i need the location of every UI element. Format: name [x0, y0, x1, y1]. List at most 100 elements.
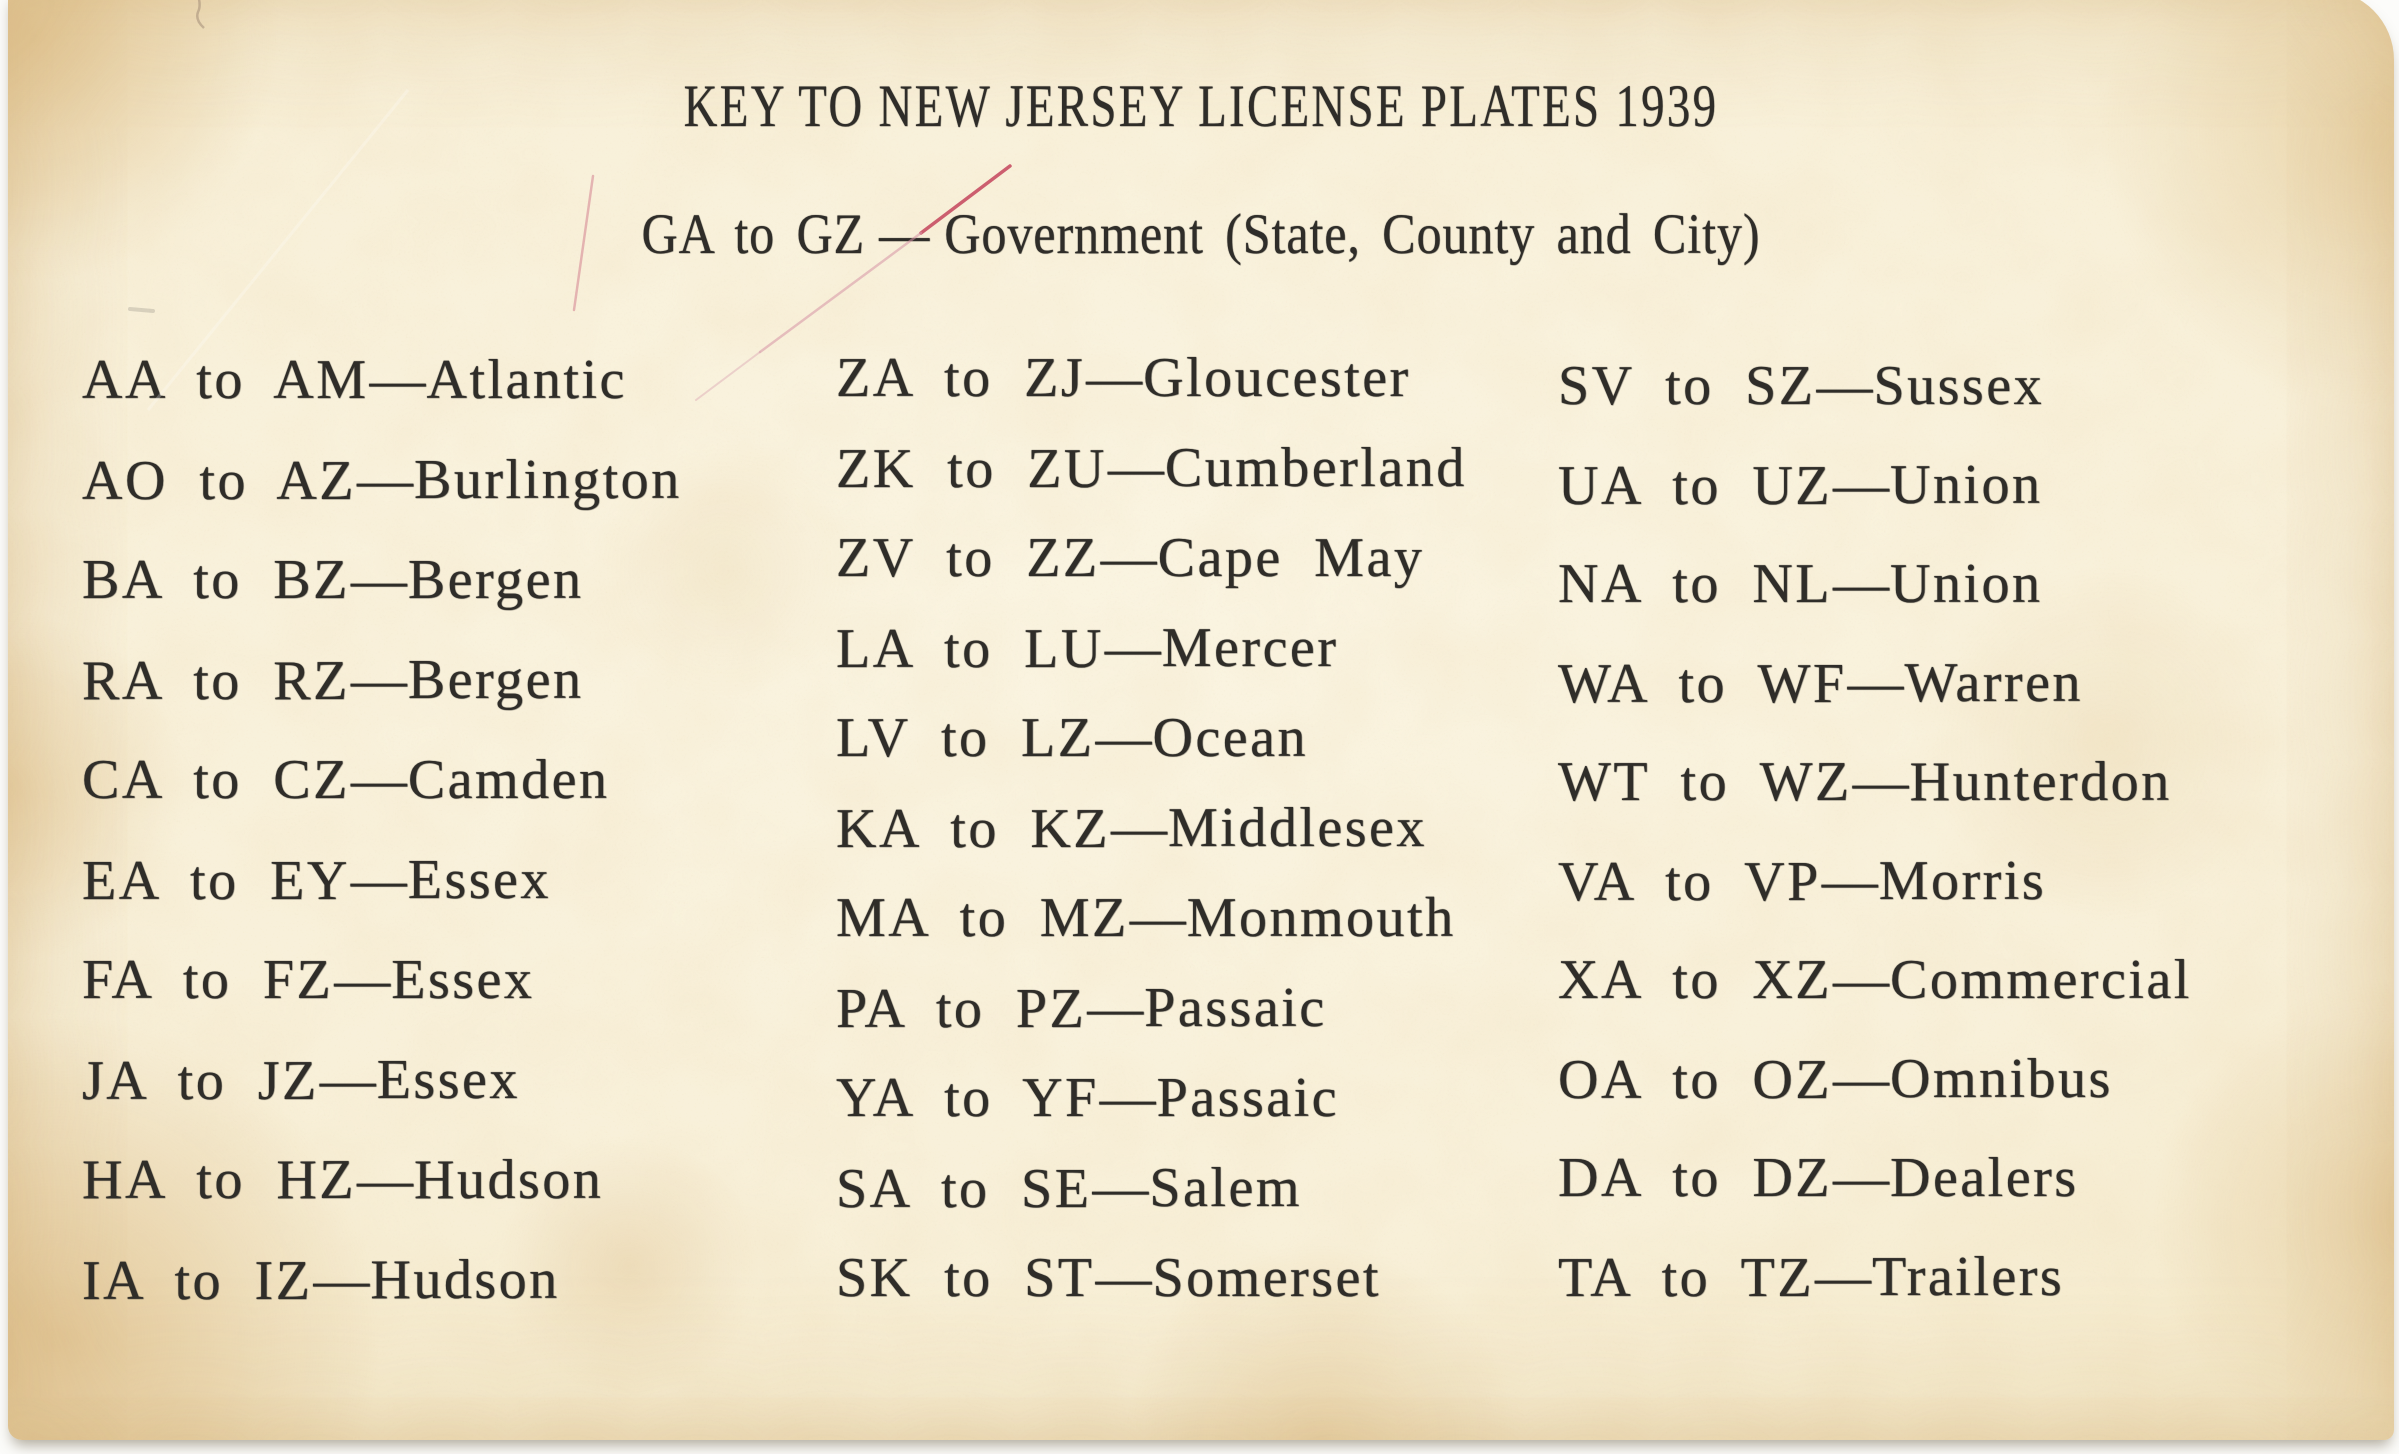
county-name: Essex	[407, 849, 551, 911]
plate-range: AA to AM	[82, 349, 369, 411]
range-dash: —	[1095, 1247, 1152, 1309]
range-dash: —	[319, 1049, 376, 1111]
range-dash: —	[1095, 707, 1152, 769]
plate-range: CA to CZ	[82, 749, 350, 811]
plate-row: IA to IZ—Hudson	[82, 1252, 682, 1352]
county-name: Commercial	[1890, 949, 2192, 1011]
range-dash: —	[350, 649, 407, 711]
plate-range: IA to IZ	[82, 1250, 313, 1312]
plate-row: RA to RZ—Bergen	[82, 652, 682, 752]
plate-row: AO to AZ—Burlington	[82, 452, 682, 552]
county-name: Monmouth	[1186, 887, 1456, 949]
county-name: Bergen	[407, 549, 584, 611]
plate-range: NA to NL	[1558, 553, 1832, 615]
plate-range: YA to YF	[836, 1067, 1099, 1129]
county-name: Union	[1890, 454, 2043, 516]
range-dash: —	[1129, 887, 1186, 949]
county-name: Sussex	[1873, 355, 2045, 417]
plate-range: EA to EY	[82, 850, 350, 912]
plate-row: AA to AM—Atlantic	[82, 352, 682, 452]
plate-range: SK to ST	[836, 1247, 1095, 1309]
county-name: Dealers	[1890, 1147, 2079, 1209]
county-name: Mercer	[1161, 617, 1339, 679]
plate-row: LA to LU—Mercer	[836, 620, 1467, 710]
plate-row: ZK to ZU—Cumberland	[836, 440, 1467, 530]
plate-row: BA to BZ—Bergen	[82, 552, 682, 652]
card-subtitle: GA to GZ — Government (State, County and C…	[151, 202, 2251, 267]
plate-row: PA to PZ—Passaic	[836, 980, 1467, 1070]
subtitle-description: Government (State, County and City)	[944, 203, 1761, 266]
range-dash: —	[334, 949, 391, 1011]
plate-row: MA to MZ—Monmouth	[836, 890, 1467, 980]
county-name: Camden	[407, 749, 610, 811]
plate-range: WA to WF	[1558, 653, 1847, 715]
plate-range: RA to RZ	[82, 650, 350, 712]
range-dash: —	[1107, 437, 1164, 499]
column-1: AA to AM—Atlantic AO to AZ—Burlington BA t…	[82, 352, 682, 1352]
plate-row: YA to YF—Passaic	[836, 1070, 1467, 1160]
plate-range: BA to BZ	[82, 549, 350, 611]
plate-range: ZV to ZZ	[836, 527, 1100, 589]
plate-range: KA to KZ	[836, 798, 1110, 860]
county-name: Cape May	[1157, 527, 1425, 589]
range-dash: —	[357, 449, 413, 511]
range-dash: —	[357, 1149, 413, 1211]
plate-range: VA to VP	[1558, 851, 1821, 913]
county-name: Bergen	[407, 649, 584, 711]
subtitle-dash: —	[879, 203, 931, 266]
plate-row: VA to VP—Morris	[1558, 853, 2192, 952]
red-pen-mark	[695, 351, 761, 401]
plate-row: HA to HZ—Hudson	[82, 1152, 682, 1252]
plate-range: ZK to ZU	[836, 438, 1107, 500]
range-dash: —	[1092, 1157, 1149, 1219]
plate-range: AO to AZ	[82, 450, 356, 512]
plate-row: JA to JZ—Essex	[82, 1052, 682, 1152]
county-name: Hunterdon	[1909, 751, 2172, 813]
plate-row: UA to UZ—Union	[1558, 457, 2192, 556]
range-dash: —	[350, 549, 407, 611]
county-name: Essex	[376, 1049, 520, 1111]
subtitle-range: GA to GZ	[641, 203, 866, 266]
range-dash: —	[1833, 553, 1889, 615]
plate-row: SA to SE—Salem	[836, 1160, 1467, 1250]
range-dash: —	[1833, 1048, 1889, 1110]
county-name: Cumberland	[1164, 437, 1467, 499]
range-dash: —	[1100, 527, 1157, 589]
plate-row: DA to DZ—Dealers	[1558, 1150, 2192, 1249]
county-name: Atlantic	[426, 349, 627, 411]
county-name: Passaic	[1156, 1067, 1340, 1129]
smudge-mark	[128, 307, 155, 313]
range-dash: —	[1847, 652, 1904, 714]
plate-range: XA to XZ	[1558, 949, 1832, 1011]
plate-row: WA to WF—Warren	[1558, 655, 2192, 754]
range-dash: —	[1111, 797, 1167, 859]
plate-row: KA to KZ—Middlesex	[836, 800, 1467, 890]
plate-range: MA to MZ	[836, 887, 1129, 949]
county-name: Warren	[1904, 652, 2083, 714]
county-name: Somerset	[1152, 1247, 1381, 1309]
county-name: Morris	[1878, 850, 2047, 912]
range-dash: —	[369, 349, 426, 411]
plate-row: OA to OZ—Omnibus	[1558, 1051, 2192, 1150]
county-name: Union	[1890, 553, 2043, 615]
county-name: Burlington	[414, 449, 682, 511]
plate-range: DA to DZ	[1558, 1147, 1832, 1209]
county-name: Omnibus	[1890, 1048, 2113, 1110]
plate-row: TA to TZ—Trailers	[1558, 1249, 2192, 1348]
plate-row: EA to EY—Essex	[82, 852, 682, 952]
range-dash: —	[1104, 617, 1161, 679]
range-dash: —	[1833, 454, 1889, 516]
plate-row: SK to ST—Somerset	[836, 1250, 1467, 1340]
county-name: Essex	[391, 949, 535, 1011]
range-dash: —	[1821, 850, 1878, 912]
county-name: Middlesex	[1168, 797, 1427, 859]
plate-range: SA to SE	[836, 1158, 1092, 1220]
range-dash: —	[350, 849, 407, 911]
plate-row: ZA to ZJ—Gloucester	[836, 350, 1467, 440]
plate-row: CA to CZ—Camden	[82, 752, 682, 852]
plate-row: WT to WZ—Hunterdon	[1558, 754, 2192, 853]
range-dash: —	[1833, 1147, 1889, 1209]
plate-range: PA to PZ	[836, 978, 1087, 1040]
plate-row: FA to FZ—Essex	[82, 952, 682, 1052]
paper-tear-mark	[196, 0, 205, 29]
